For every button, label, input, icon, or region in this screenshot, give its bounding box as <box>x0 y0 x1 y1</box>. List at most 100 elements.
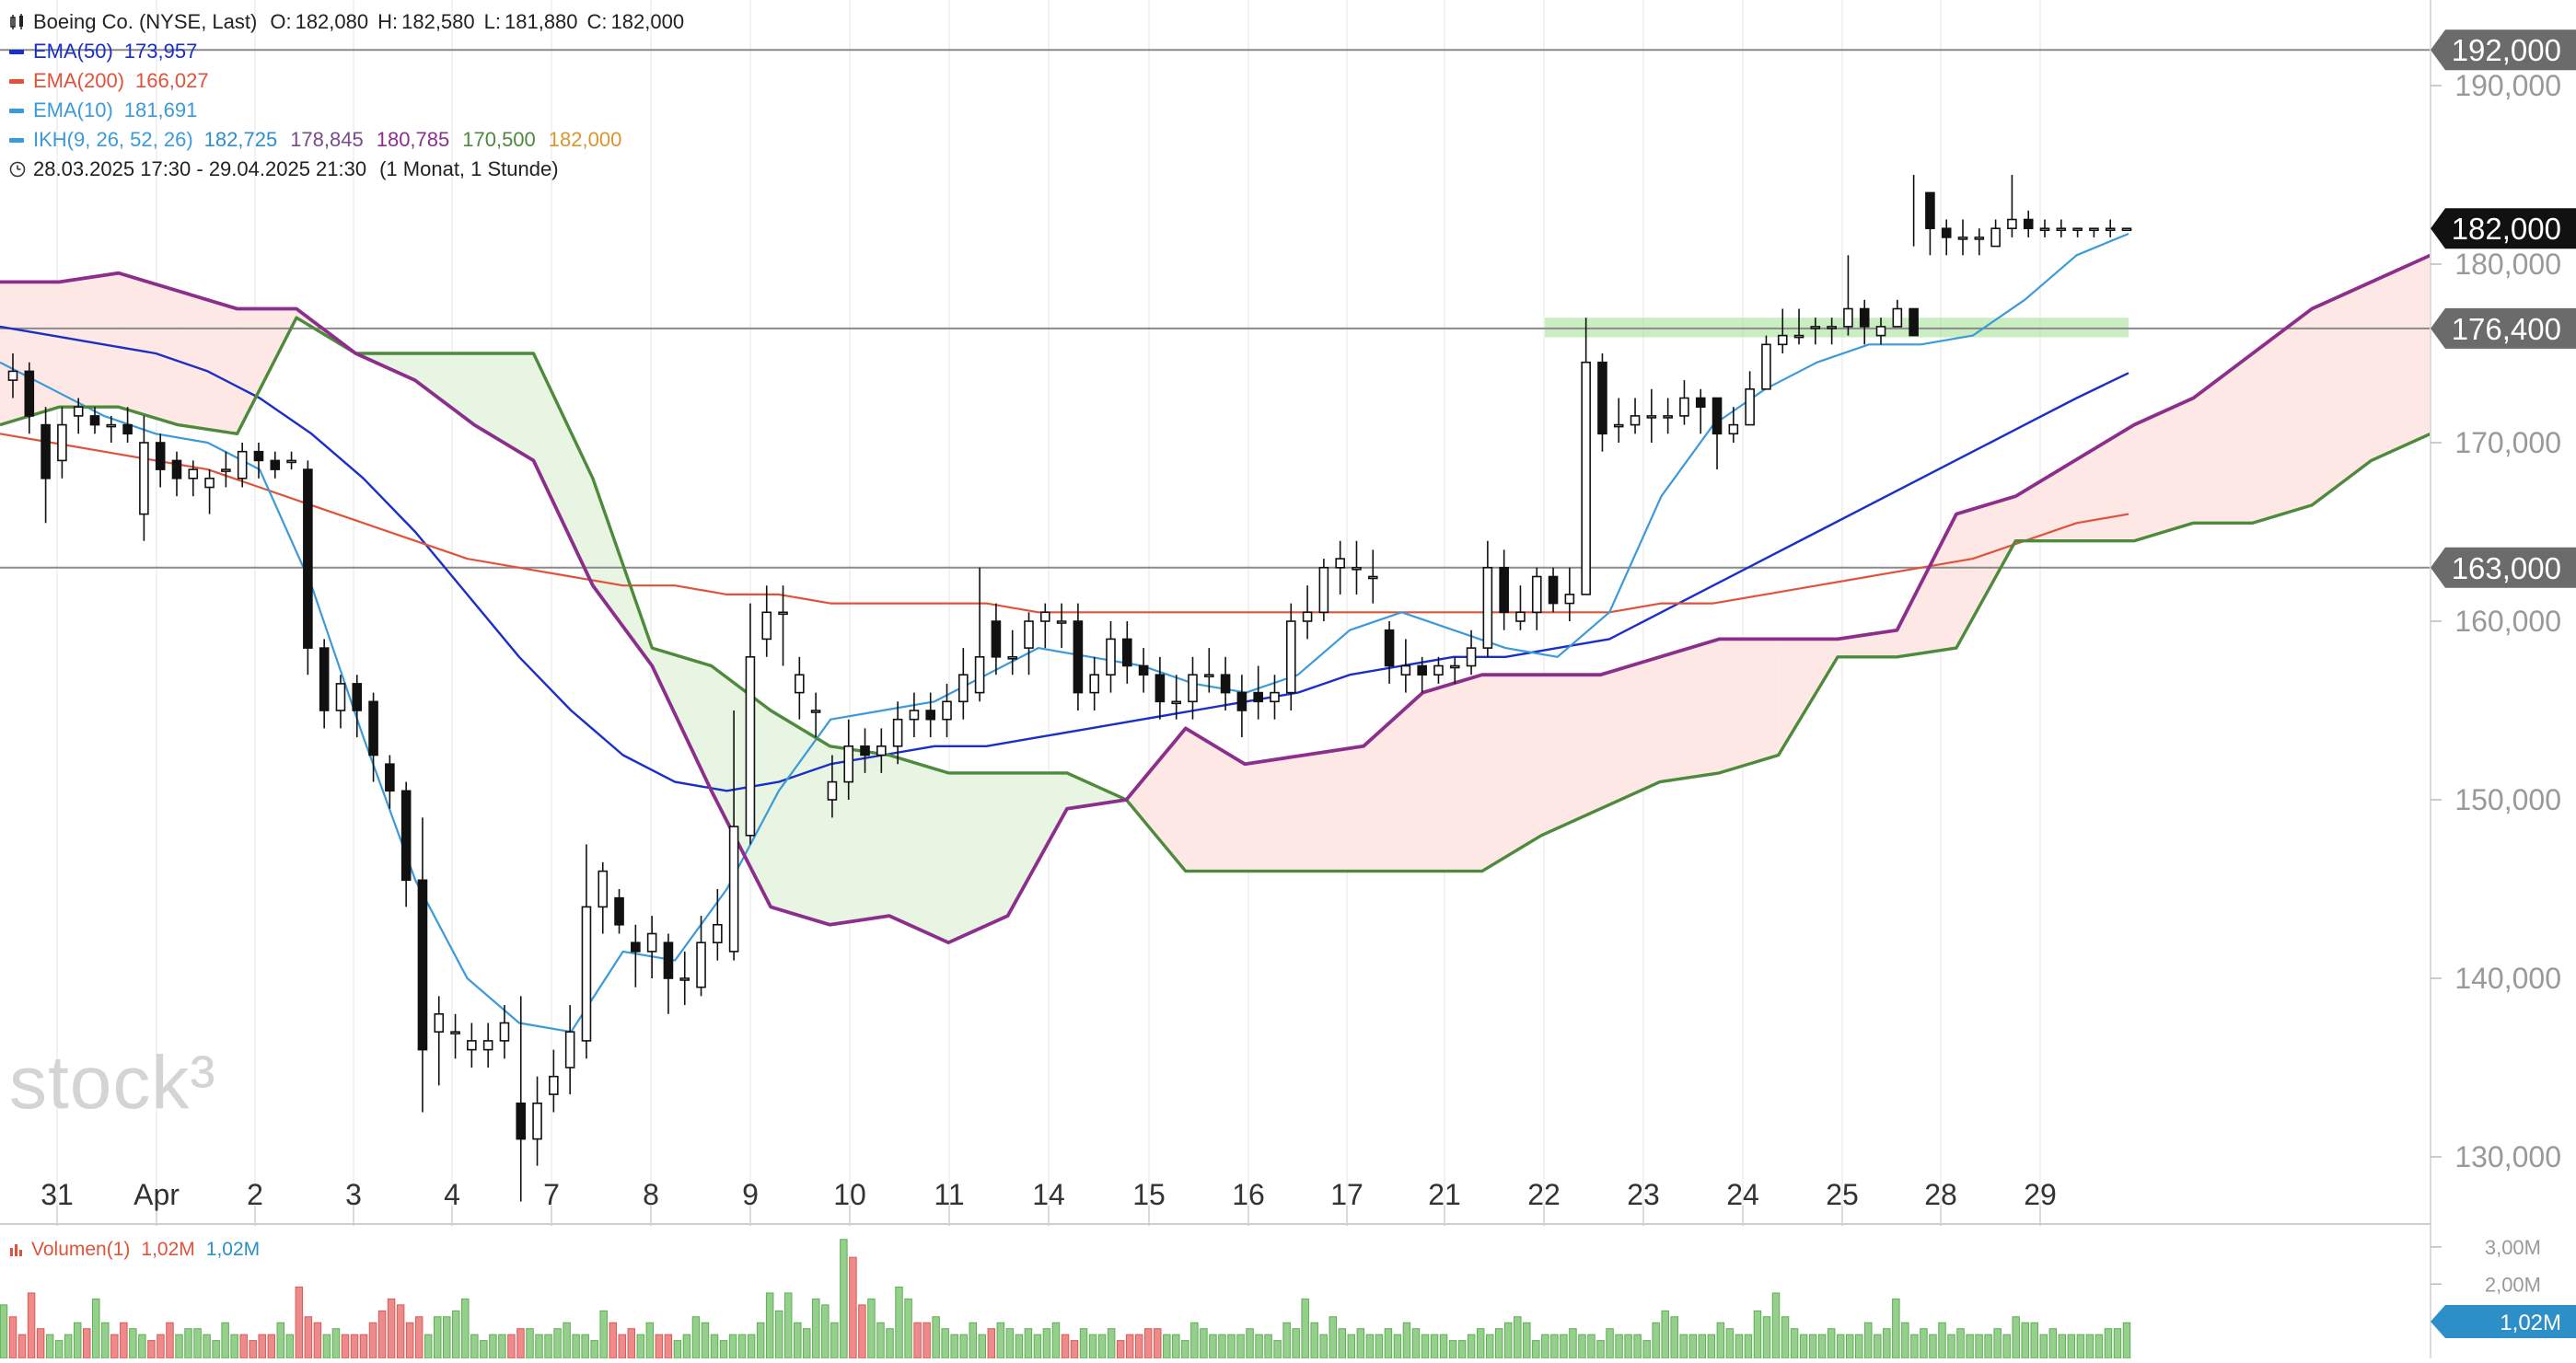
candle <box>417 817 428 1113</box>
candle-body-up <box>73 406 84 417</box>
ohlc-key-0: O: <box>270 10 292 33</box>
volume-bar <box>1125 1334 1134 1359</box>
candle <box>368 692 378 782</box>
volume-bar <box>507 1334 516 1359</box>
candle-body-up <box>1270 691 1280 703</box>
volume-bar <box>1652 1322 1660 1359</box>
candle <box>482 1022 493 1068</box>
candle <box>892 701 903 765</box>
candle-body-up <box>204 477 215 489</box>
candle-body-up <box>1810 326 1821 329</box>
volume-bar <box>258 1334 266 1359</box>
candle-body-up <box>467 1040 477 1051</box>
candle <box>1613 398 1624 443</box>
candle <box>352 675 363 738</box>
volume-bar <box>2030 1322 2038 1359</box>
candle-body-down <box>1220 674 1231 694</box>
volume-bar <box>1541 1334 1549 1359</box>
cloud-segment <box>533 353 593 586</box>
candle-body-up <box>974 655 985 694</box>
volume-bar <box>267 1334 276 1359</box>
volume-bar <box>2104 1328 2113 1359</box>
candle-body-up <box>1515 611 1526 622</box>
candle <box>1352 540 1362 595</box>
volume-bar <box>1070 1340 1079 1359</box>
volume-bar <box>794 1322 802 1359</box>
candle-body-down <box>1597 361 1607 435</box>
candle <box>1761 335 1771 390</box>
candle-body-up <box>843 745 854 783</box>
candle-body-up <box>942 700 952 721</box>
volume-bar <box>359 1334 368 1359</box>
volume-bar <box>1532 1340 1540 1359</box>
volume-bar <box>1042 1328 1051 1359</box>
volume-bar <box>544 1334 552 1359</box>
volume-bar <box>1024 1328 1033 1359</box>
candle <box>2089 227 2099 237</box>
candle <box>827 755 838 818</box>
candle-body-down <box>155 442 166 470</box>
volume-bar <box>803 1328 811 1359</box>
volume-bar <box>64 1334 73 1359</box>
volume-bar <box>1670 1316 1678 1359</box>
volume-bar <box>682 1334 691 1359</box>
volume-bar <box>599 1310 608 1359</box>
volume-bar <box>849 1256 857 1359</box>
volume-bar <box>147 1340 156 1359</box>
ohlc-key-3: C: <box>586 10 608 33</box>
volume-bar <box>1402 1322 1411 1359</box>
volume-bar <box>1421 1334 1430 1359</box>
volume-bar <box>1845 1334 1854 1359</box>
candle-body-up <box>1892 307 1903 328</box>
candle-body-up <box>1466 647 1477 667</box>
candle-body-up <box>2072 227 2083 231</box>
volume-bar <box>1762 1316 1771 1359</box>
volume-bar <box>765 1292 774 1359</box>
candle-body-down <box>516 1103 527 1140</box>
candle-body-up <box>958 674 969 703</box>
cloud-segment <box>1778 639 1839 756</box>
candle <box>1581 318 1591 595</box>
cloud-segment <box>118 272 179 425</box>
candle-body-down <box>925 710 936 721</box>
candle-body-up <box>482 1040 493 1051</box>
volume-bar <box>249 1340 257 1359</box>
cloud-segment <box>1541 675 1601 836</box>
candle-body-up <box>2121 227 2132 231</box>
level-badge: 176,400 <box>2431 307 2576 349</box>
volume-bar <box>1384 1328 1393 1359</box>
price-badges: 192,000 176,400 163,000 182,000 <box>2431 29 2576 588</box>
candle <box>450 1013 460 1059</box>
candle-body-up <box>2039 227 2050 231</box>
volume-bar <box>1892 1298 1900 1359</box>
volume-bar <box>1874 1334 1882 1359</box>
cloud-segment <box>2312 282 2372 505</box>
candle <box>1188 656 1198 720</box>
candle-body-up <box>1745 387 1755 426</box>
candle <box>122 407 133 443</box>
candle <box>761 585 772 657</box>
candle <box>499 1005 510 1059</box>
range-row: 28.03.2025 17:30 - 29.04.2025 21:30 (1 M… <box>9 155 693 184</box>
y-tick-label: 130,000 <box>2454 1140 2561 1173</box>
candle <box>1155 656 1166 720</box>
last-price-badge: 182,000 <box>2431 208 2576 249</box>
candle <box>679 951 690 1006</box>
volume-bar <box>166 1322 174 1359</box>
volume-bar <box>1855 1334 1863 1359</box>
candle-body-up <box>1302 611 1313 622</box>
volume-bar <box>526 1328 534 1359</box>
chart-legend: Boeing Co. (NYSE, Last) O: 182,080 H: 182,5… <box>9 7 693 184</box>
indicator-swatch-1 <box>9 78 24 84</box>
volume-tick-label: 2,00M <box>2485 1273 2541 1296</box>
candle <box>843 719 854 800</box>
candle-body-up <box>909 710 920 721</box>
volume-bar <box>1005 1328 1015 1359</box>
volume-bar <box>609 1322 617 1359</box>
candle <box>1745 371 1755 426</box>
candle-body-up <box>1318 566 1329 614</box>
volume-bar <box>2021 1322 2029 1359</box>
candle <box>139 415 149 541</box>
volume-bar <box>2048 1328 2058 1359</box>
